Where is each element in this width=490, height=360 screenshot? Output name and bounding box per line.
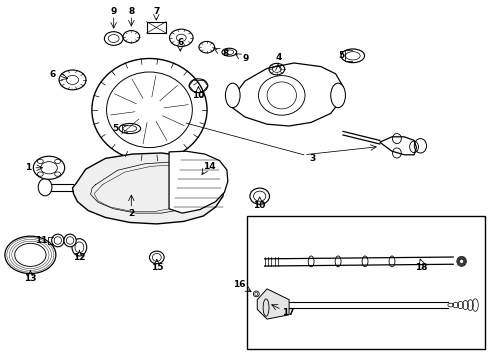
Text: 9: 9 bbox=[110, 7, 117, 16]
Text: 6: 6 bbox=[49, 70, 55, 79]
Text: 7: 7 bbox=[153, 7, 160, 16]
Text: 14: 14 bbox=[203, 162, 216, 171]
Text: 5: 5 bbox=[338, 51, 344, 60]
Text: 10: 10 bbox=[253, 202, 266, 210]
Text: 5: 5 bbox=[112, 124, 118, 133]
Text: 11: 11 bbox=[35, 236, 48, 245]
Text: 1: 1 bbox=[25, 163, 31, 172]
Circle shape bbox=[33, 156, 65, 179]
Polygon shape bbox=[257, 289, 289, 319]
Ellipse shape bbox=[331, 83, 345, 108]
Text: 15: 15 bbox=[150, 264, 163, 273]
Ellipse shape bbox=[149, 251, 164, 264]
Ellipse shape bbox=[107, 72, 193, 148]
Text: 18: 18 bbox=[415, 263, 428, 272]
Bar bbox=[147, 22, 166, 33]
Text: 4: 4 bbox=[275, 53, 282, 62]
Ellipse shape bbox=[267, 82, 296, 109]
Polygon shape bbox=[169, 151, 228, 213]
Text: 12: 12 bbox=[73, 253, 86, 262]
Ellipse shape bbox=[51, 234, 64, 247]
Text: 16: 16 bbox=[233, 280, 245, 289]
Text: 17: 17 bbox=[282, 308, 294, 317]
Circle shape bbox=[5, 236, 56, 274]
Ellipse shape bbox=[72, 239, 87, 256]
Circle shape bbox=[41, 162, 57, 174]
Ellipse shape bbox=[64, 234, 76, 247]
Text: 8: 8 bbox=[128, 7, 134, 16]
Text: 3: 3 bbox=[309, 154, 315, 163]
Text: 2: 2 bbox=[128, 209, 134, 217]
Polygon shape bbox=[230, 63, 343, 126]
Ellipse shape bbox=[38, 179, 52, 196]
Text: 13: 13 bbox=[24, 274, 37, 283]
Ellipse shape bbox=[254, 191, 266, 201]
Text: 6: 6 bbox=[177, 38, 183, 47]
Ellipse shape bbox=[92, 59, 207, 161]
Polygon shape bbox=[380, 137, 416, 155]
Bar bbox=[247, 216, 485, 349]
Text: 8: 8 bbox=[222, 49, 228, 58]
Ellipse shape bbox=[225, 83, 240, 108]
Ellipse shape bbox=[259, 76, 305, 115]
Text: 10: 10 bbox=[192, 91, 205, 100]
Polygon shape bbox=[73, 153, 225, 224]
Text: 9: 9 bbox=[243, 54, 249, 63]
Ellipse shape bbox=[250, 188, 270, 204]
